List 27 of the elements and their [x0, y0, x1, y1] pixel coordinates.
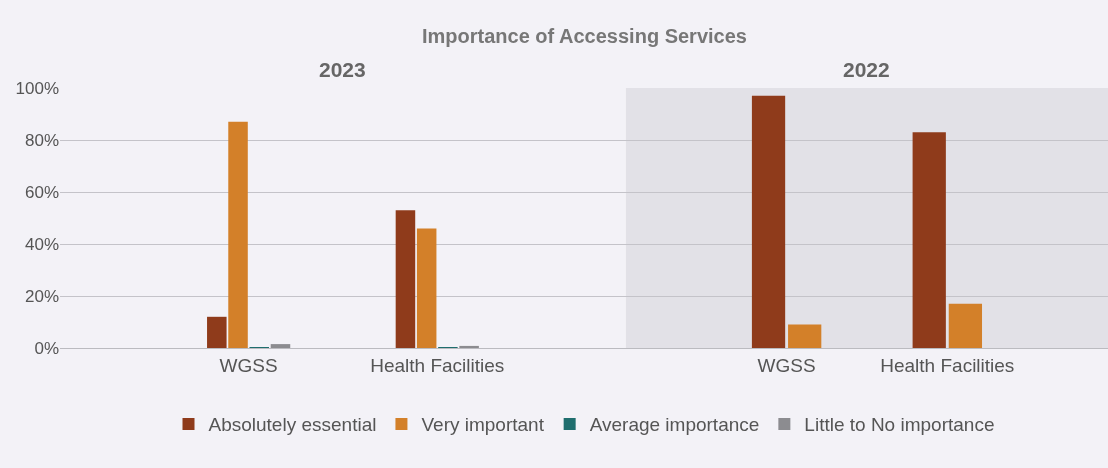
x-tick-label: Health Facilities: [370, 354, 505, 376]
x-tick-label: WGSS: [757, 354, 816, 376]
y-tick-label: 0%: [34, 338, 59, 358]
x-tick-label: Health Facilities: [880, 354, 1015, 376]
bar: [270, 344, 291, 348]
y-tick-label: 60%: [24, 182, 59, 202]
bar: [207, 316, 227, 348]
chart-subtitle: 2022: [843, 58, 890, 81]
bar: [751, 95, 786, 348]
bar: [788, 324, 822, 348]
legend-label: Average importance: [589, 414, 760, 436]
bar: [912, 132, 946, 348]
bar: [416, 228, 437, 348]
legend-label: Very important: [421, 414, 545, 436]
legend-label: Little to No importance: [804, 414, 995, 436]
y-tick-label: 100%: [15, 78, 59, 98]
chart-title: Importance of Accessing Services: [422, 25, 747, 47]
y-tick-label: 20%: [24, 286, 59, 306]
bar: [948, 303, 983, 348]
bar: [459, 345, 479, 348]
bar: [395, 210, 416, 348]
y-tick-label: 80%: [24, 130, 59, 150]
y-tick-label: 40%: [24, 234, 59, 254]
legend-label: Absolutely essential: [208, 414, 377, 436]
x-tick-label: WGSS: [219, 354, 278, 376]
chart-subtitle: 2023: [319, 58, 366, 81]
bar: [228, 121, 248, 348]
